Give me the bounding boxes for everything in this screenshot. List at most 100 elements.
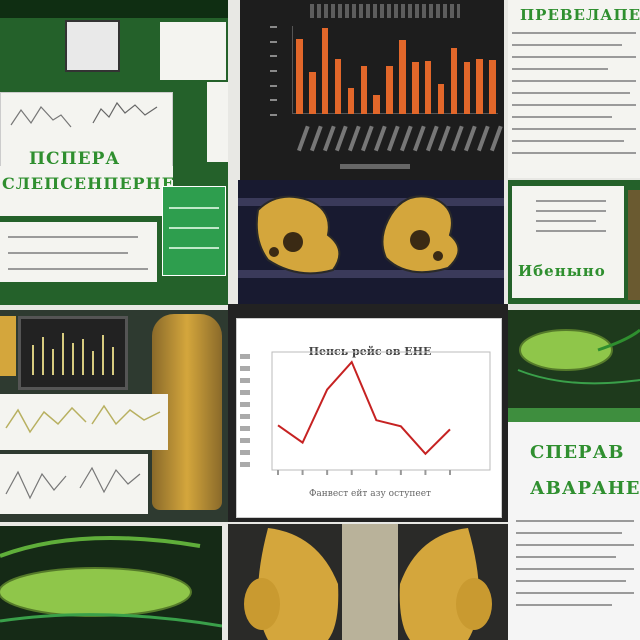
bar-chart-xlabel-blur (340, 164, 410, 169)
bar-category-label (451, 125, 465, 152)
bar-category-label (309, 125, 323, 152)
bar (296, 39, 303, 114)
line-series (277, 360, 451, 456)
monitor-waveform (32, 333, 114, 375)
bone-illustration (238, 195, 504, 278)
tile-top-right-document: ПРЕВЕЛАПЕН (508, 0, 640, 178)
bar (309, 72, 316, 114)
graph-sheet-2 (0, 454, 148, 514)
line-chart-x-tick (277, 470, 279, 475)
bar (437, 84, 445, 114)
graph-plot-2 (5, 466, 141, 500)
graph-sheet-1 (0, 394, 168, 450)
bar (321, 28, 329, 114)
line-chart-y-tick (240, 354, 250, 359)
tile-right-mid: Ибеныно (508, 180, 640, 304)
doc-heading: ПРЕВЕЛАПЕН (520, 6, 640, 24)
line-chart-card: Пенсь рейс ов ЕНЕ Фанвест ейт азу оступе… (236, 318, 502, 518)
poster-top-band (508, 408, 640, 422)
bar (386, 65, 393, 114)
wave-plot (10, 101, 158, 128)
line-chart-x-tick (449, 470, 451, 475)
line-chart-x-tick (301, 470, 304, 475)
line-chart-x-tick (399, 470, 402, 475)
bar-category-label (361, 125, 374, 152)
document-card-heading: Ибеныно (518, 262, 606, 280)
line-chart-x-tick (350, 470, 353, 475)
bar-category-label (489, 125, 503, 152)
bar (373, 95, 380, 114)
line-chart-x-tick (424, 470, 427, 475)
bar-chart-y-tick (270, 99, 277, 102)
bar-category-label (296, 125, 310, 152)
line-chart-y-tick (240, 462, 250, 467)
bar (360, 65, 368, 114)
poster-heading-2: АВАРАНЕ (530, 478, 640, 499)
clipboard-page (207, 82, 228, 162)
bar (450, 48, 458, 114)
line-chart-y-tick (240, 438, 250, 443)
bar-category-label (335, 125, 349, 152)
tile-bottom-left (0, 526, 222, 640)
tile-line-chart: Пенсь рейс ов ЕНЕ Фанвест ейт азу оступе… (228, 304, 508, 522)
bar-chart-y-tick (270, 26, 277, 28)
bar-chart-y-tick (270, 84, 277, 87)
line-chart-y-tick (240, 390, 250, 395)
tile-bar-chart (240, 0, 504, 180)
line-chart-x-tick (326, 470, 329, 475)
line-chart-frame (271, 351, 491, 471)
bar-category-label (348, 125, 362, 152)
bar (399, 40, 406, 114)
tile-tissue-scan (508, 310, 640, 408)
line-chart-y-tick (240, 426, 250, 431)
tile-bottom-bone (228, 524, 508, 640)
bar-chart-y-ticks (260, 26, 290, 116)
bar-chart-y-tick (270, 70, 277, 72)
bar-chart-frame (292, 26, 503, 152)
line-chart-x-tick (375, 470, 378, 475)
bar-category-label (477, 125, 490, 152)
bar (424, 61, 432, 114)
bone-stump (0, 316, 16, 376)
document-subheading: СЛЕПСЕНПЕРНЕ (2, 174, 175, 193)
monitor (18, 316, 128, 390)
graph-plot-1 (5, 404, 161, 434)
bone-edge (628, 190, 640, 300)
line-chart-y-tick (240, 402, 250, 407)
tile-top-left: ПСПЕРА СЛЕПСЕНПЕРНЕ (0, 0, 228, 305)
poster-heading-1: СПЕРАВ (530, 442, 625, 463)
line-chart-svg (240, 351, 491, 475)
line-chart-y-tick (240, 378, 250, 383)
spreadsheet-sheet (162, 186, 226, 276)
bar-chart-y-tick (270, 55, 277, 58)
tile-bone-scan (238, 180, 504, 304)
receipt-card (160, 22, 226, 80)
bar-category-label (425, 125, 439, 152)
bar-category-label (386, 125, 400, 152)
graph-sheet (0, 222, 157, 282)
bar (412, 62, 419, 114)
note-card (65, 20, 120, 72)
tile-poster: СПЕРАВ АВАРАНЕ (508, 408, 640, 640)
bar-category-label (399, 125, 413, 152)
line-chart-y-tick (240, 414, 250, 419)
tile-middle-left (0, 310, 228, 522)
bar-category-label (438, 125, 452, 152)
bar (489, 60, 496, 114)
line-chart-y-tick (240, 366, 250, 371)
bezel-shadow (0, 0, 228, 18)
line-chart-xlabel: Фанвест ейт азу оступеет (308, 489, 432, 499)
bar-category-label (464, 125, 477, 152)
document-heading: ПСПЕРА (29, 149, 121, 169)
bar (334, 59, 342, 114)
bar-chart-title-blur (310, 4, 460, 18)
bar (347, 87, 355, 114)
bar-category-label (374, 125, 387, 152)
bar-category-label (322, 125, 336, 152)
document-subheading-strip: СЛЕПСЕНПЕРНЕ (0, 166, 175, 216)
bar (463, 62, 471, 114)
bar (476, 59, 483, 114)
bar-category-label (412, 125, 426, 152)
green-fiber-illustration (0, 536, 222, 628)
document-card: Ибеныно (512, 186, 624, 298)
